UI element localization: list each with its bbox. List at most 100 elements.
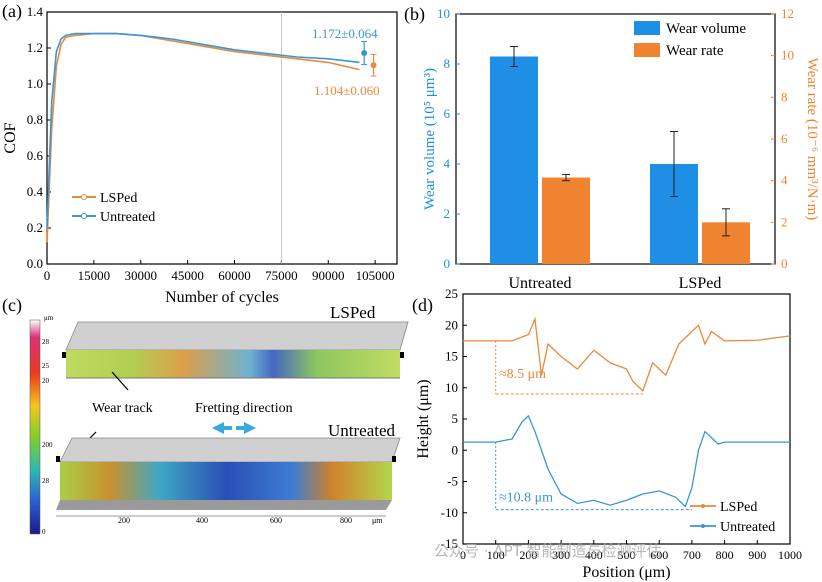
legend-label: Untreated (100, 210, 155, 225)
y-tick-label: 0.8 (27, 112, 43, 127)
y-right-tick-label: 12 (781, 6, 794, 21)
cof-annotation: 1.104±0.060 (314, 83, 380, 98)
colorbar-tick: 28 (42, 477, 50, 485)
fretting-direction-label: Fretting direction (195, 401, 293, 416)
untreated-surface (60, 462, 392, 500)
x-tick-label: 90000 (312, 268, 345, 283)
x-tick-label: 15000 (78, 268, 111, 283)
x-axis-title: Number of cycles (165, 289, 279, 306)
series-line-lsped (47, 34, 360, 243)
x-tick-label: 45000 (171, 268, 204, 283)
panel-label-d: (d) (412, 295, 433, 316)
panel-c-axis-unit: μm (372, 516, 383, 525)
bar-wear-rate (542, 178, 590, 264)
y-tick-label: 10 (445, 380, 458, 395)
cof-annotation: 1.172±0.064 (312, 26, 378, 41)
marker-icon (56, 456, 60, 462)
y-tick-label: 25 (445, 286, 458, 301)
y-left-tick-label: 2 (444, 206, 451, 221)
y-tick-label: 0.0 (27, 256, 43, 271)
untreated-surface-label: Untreated (328, 421, 396, 440)
panel-c-tick: 400 (196, 516, 208, 525)
mean-marker (361, 50, 367, 56)
wear-track-label: Wear track (92, 401, 153, 416)
colorbar (30, 320, 40, 534)
y-right-tick-label: 4 (781, 173, 788, 188)
panel-a-cof-chart: 0.0 0.2 0.4 0.6 0.8 1.0 1.2 1.4 0 15000 30000 45000… (2, 4, 397, 306)
y-right-tick-label: 6 (781, 131, 788, 146)
y-left-tick-label: 8 (444, 56, 451, 71)
y-axis-title: Height (μm) (415, 379, 432, 458)
y-axis-title: COF (2, 122, 19, 153)
y-tick-label: 1.2 (27, 40, 43, 55)
y-tick-label: 0.6 (27, 148, 44, 163)
x-tick-label: 0 (44, 268, 51, 283)
legend-marker (82, 214, 87, 219)
y-right-tick-label: 8 (781, 89, 788, 104)
x-axis-title: Position (μm) (582, 564, 670, 581)
legend-label: Wear volume (666, 21, 746, 37)
y-right-tick-label: 10 (781, 48, 794, 63)
legend-marker (82, 195, 87, 200)
y-tick-label: 0 (452, 442, 459, 457)
y-right-tick-label: 2 (781, 214, 788, 229)
y-tick-label: 0.4 (27, 184, 44, 199)
legend-label: Untreated (720, 520, 775, 535)
panel-c-3d-profiles: μm 28 25 20 200 28 0 LSPed Wear track Fr… (30, 303, 408, 536)
lsped-surface-label: LSPed (330, 303, 376, 322)
y-right-axis-title: Wear rate (10⁻⁶ mm³/N·m) (804, 58, 820, 221)
lsped-surface-backwall (66, 322, 408, 350)
y-left-tick-label: 4 (444, 156, 451, 171)
colorbar-tick: 28 (42, 338, 50, 346)
marker-icon (62, 352, 66, 358)
colorbar-tick: 200 (42, 441, 53, 449)
arrow-left-icon (212, 422, 232, 434)
panel-label-a: (a) (2, 1, 22, 22)
x-tick-label: 75000 (265, 268, 298, 283)
lsped-depth-annotation: ≈8.5 μm (499, 367, 546, 382)
watermark-text: 公众号 · APT 智能制造与检测评估 (434, 542, 662, 560)
untreated-surface-side (56, 500, 392, 510)
x-tick-label: 900 (748, 548, 766, 562)
y-left-tick-label: 6 (444, 106, 451, 121)
y-left-axis-title: Wear volume (10⁵ μm³) (422, 68, 438, 210)
untreated-depth-annotation: ≈10.8 μm (499, 491, 553, 506)
legend-label: LSPed (100, 191, 137, 206)
panel-c-tick: 800 (340, 516, 352, 525)
y-left-tick-label: 10 (437, 6, 450, 21)
x-tick-label: 800 (716, 548, 734, 562)
colorbar-tick: 25 (42, 362, 50, 370)
panel-b-wear-bar-chart: 0 2 4 6 8 10 0 2 4 6 8 10 12 Untreated LSPed Wear volum… (422, 6, 820, 292)
x-tick-label: 30000 (125, 268, 158, 283)
category-label: Untreated (508, 275, 571, 292)
legend-label: LSPed (720, 500, 757, 515)
x-tick-label: 105000 (356, 268, 395, 283)
figure-canvas: (a) 0.00.20.40.60.81.01.21.40 15000 30000 4… (0, 0, 822, 582)
lsped-surface-overlay (66, 350, 400, 378)
x-tick-label: 60000 (218, 268, 251, 283)
panel-c-tick: 600 (270, 516, 282, 525)
y-left-tick-label: 0 (444, 256, 451, 271)
panel-d-height-profile-chart: -15-10-505101520250 100 200 300 400 500 600 700… (415, 286, 802, 581)
colorbar-tick: 20 (42, 377, 50, 385)
y-tick-label: 1.0 (27, 76, 43, 91)
marker-icon (400, 352, 404, 358)
y-tick-label: 0.2 (27, 220, 43, 235)
x-tick-label: 1000 (778, 548, 802, 562)
untreated-surface-backwall (60, 438, 400, 462)
arrow-right-icon (236, 422, 256, 434)
y-tick-label: 5 (452, 411, 459, 426)
colorbar-tick: 0 (42, 528, 46, 536)
y-tick-label: -10 (441, 505, 458, 520)
mean-marker (371, 62, 377, 68)
y-tick-label: 15 (445, 349, 458, 364)
legend-swatch (634, 21, 660, 35)
y-tick-label: 1.4 (27, 4, 44, 19)
legend-marker (701, 504, 705, 508)
colorbar-unit: μm (44, 314, 54, 322)
legend-label: Wear rate (666, 43, 724, 59)
category-label: LSPed (679, 275, 722, 292)
y-right-tick-label: 0 (781, 256, 788, 271)
x-tick-label: 700 (683, 548, 701, 562)
panel-label-b: (b) (404, 4, 425, 25)
